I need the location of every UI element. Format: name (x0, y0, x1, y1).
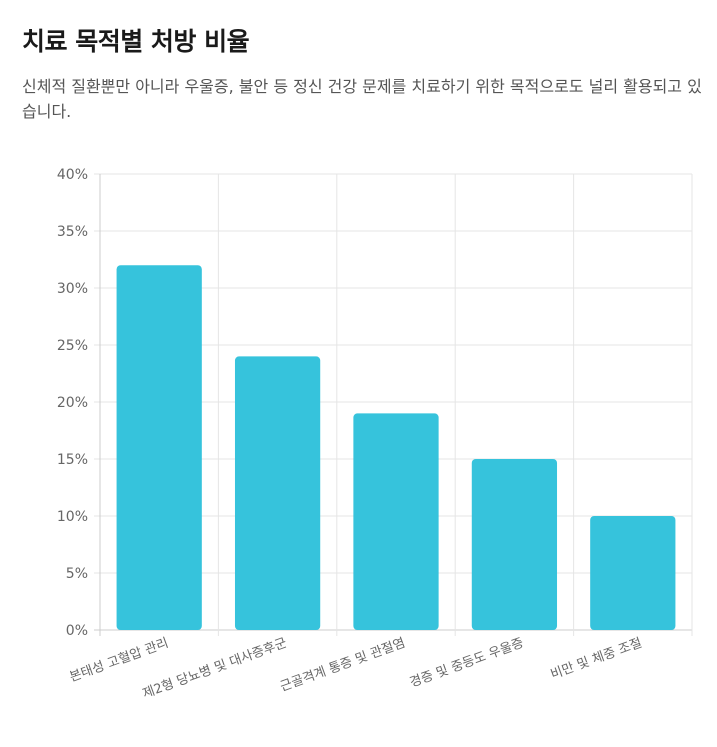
x-tick-label: 본태성 고혈압 관리 (68, 636, 171, 686)
y-tick-label: 25% (57, 338, 88, 354)
bar-5 (590, 516, 676, 630)
y-tick-label: 30% (57, 281, 88, 297)
y-tick-label: 35% (57, 224, 88, 240)
bar-3 (353, 413, 439, 630)
x-tick-label: 비만 및 체중 조절 (549, 636, 644, 683)
y-tick-label: 15% (57, 452, 88, 468)
y-tick-label: 40% (57, 167, 88, 183)
bar-4 (471, 459, 558, 630)
chart-title: 치료 목적별 처방 비율 (22, 27, 250, 56)
y-tick-label: 0% (66, 623, 88, 639)
bar-2 (234, 356, 321, 630)
x-tick-label: 경증 및 중등도 우울증 (408, 636, 526, 691)
y-tick-label: 10% (57, 509, 88, 525)
y-tick-label: 5% (66, 566, 88, 582)
bar-1 (116, 265, 202, 630)
y-tick-label: 20% (57, 395, 88, 411)
chart-subtitle: 신체적 질환뿐만 아니라 우울증, 불안 등 정신 건강 문제를 치료하기 위한… (22, 77, 702, 121)
x-tick-label: 근골격계 통증 및 관절염 (278, 636, 407, 695)
